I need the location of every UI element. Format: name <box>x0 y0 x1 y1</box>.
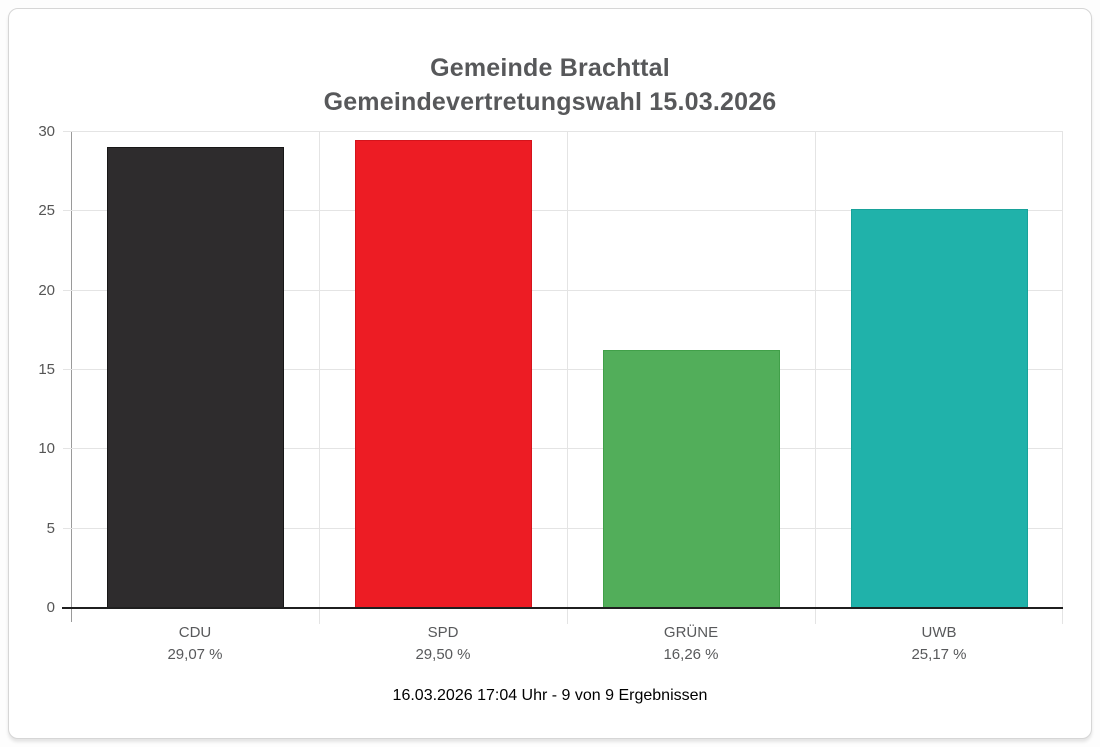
gridline-v-2 <box>567 132 568 624</box>
bar-cdu <box>106 146 284 608</box>
bar-uwb <box>850 208 1028 608</box>
gridline-h-20 <box>63 289 1063 291</box>
chart-title-line1: Gemeinde Brachttal <box>430 54 670 82</box>
category-percentage: 29,07 % <box>167 646 223 663</box>
gridline-h-15 <box>63 369 1063 370</box>
chart-card: Gemeinde Brachttal Gemeindevertretungswa… <box>8 8 1092 739</box>
gridline-h-30 <box>63 131 1063 132</box>
x-axis-baseline <box>62 607 1063 609</box>
gridline-h-10 <box>63 448 1063 450</box>
ytick-label-20: 20 <box>38 281 55 299</box>
category-name: UWB <box>921 624 957 641</box>
ytick-label-15: 15 <box>38 361 55 378</box>
category-percentage: 29,50 % <box>415 646 471 663</box>
category-name: GRÜNE <box>663 624 719 641</box>
category-percentage: 16,26 % <box>663 646 719 663</box>
ytick-label-10: 10 <box>38 440 55 458</box>
category-label-cdu: CDU 29,07 % <box>71 622 319 666</box>
category-name: CDU <box>178 624 212 641</box>
bar-grüne <box>602 350 780 608</box>
gridline-v-4 <box>1062 132 1063 624</box>
gridline-h-25 <box>63 210 1063 212</box>
ytick-label-25: 25 <box>38 202 55 220</box>
category-label-grüne: GRÜNE 16,26 % <box>567 622 815 666</box>
category-label-spd: SPD 29,50 % <box>319 622 567 666</box>
ytick-label-30: 30 <box>38 123 55 140</box>
category-label-uwb: UWB 25,17 % <box>815 622 1063 666</box>
gridline-v-3 <box>815 132 816 624</box>
chart-footer-text: 16.03.2026 17:04 Uhr - 9 von 9 Ergebniss… <box>392 687 708 704</box>
gridline-v-1 <box>319 132 320 624</box>
category-name: SPD <box>427 624 459 641</box>
chart-title: Gemeinde Brachttal Gemeindevertretungswa… <box>9 51 1091 119</box>
ytick-label-5: 5 <box>46 519 55 537</box>
category-percentage: 25,17 % <box>911 646 967 663</box>
plot-area: 0 5 10 15 20 25 30 CDU 29,07 % SPD 29,50 % GRÜNE 16,… <box>38 123 1063 663</box>
gridline-h-5 <box>63 527 1063 529</box>
chart-title-line2: Gemeindevertretungswahl 15.03.2026 <box>323 88 777 116</box>
bar-spd <box>354 139 532 608</box>
y-axis-line <box>71 132 72 622</box>
ytick-label-0: 0 <box>46 599 55 616</box>
